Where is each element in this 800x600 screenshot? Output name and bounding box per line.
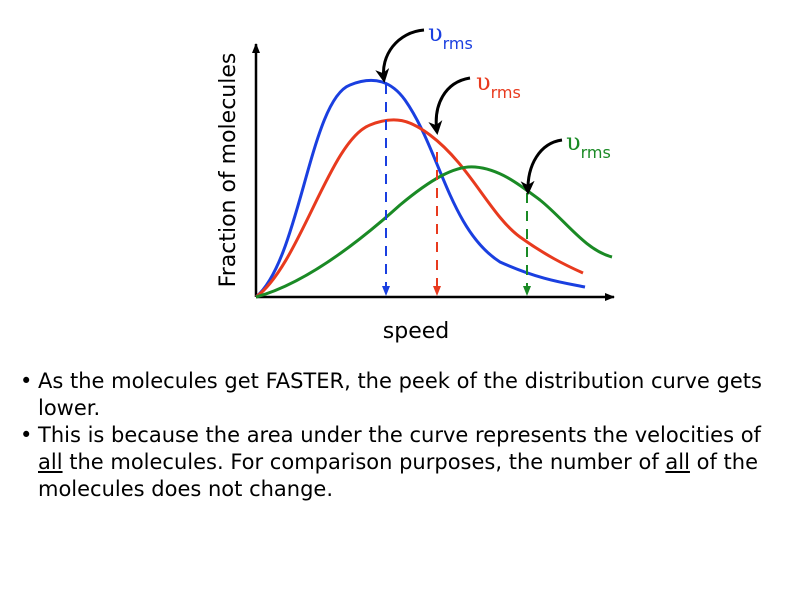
vrms-label-medium: υrms (476, 68, 521, 102)
curve-medium (255, 118, 584, 299)
speed-distribution-diagram: υrms υrms υrms Fraction of molecules spe… (216, 19, 615, 344)
y-axis-label: Fraction of molecules (216, 53, 241, 288)
bullet-item: As the molecules get FASTER, the peek of… (20, 368, 780, 422)
vrms-label-fast: υrms (566, 128, 611, 162)
pointer-arrow-fast (520, 138, 563, 195)
bullet-item: This is because the area under the curve… (20, 422, 780, 503)
pointer-arrow-medium (428, 76, 471, 135)
x-axis-label: speed (383, 319, 449, 344)
curve-fast (255, 165, 613, 299)
vrms-label-slow: υrms (428, 19, 473, 53)
bullet-list: As the molecules get FASTER, the peek of… (20, 368, 780, 503)
pointer-arrow-slow (375, 28, 425, 83)
curve-slow (255, 78, 586, 299)
